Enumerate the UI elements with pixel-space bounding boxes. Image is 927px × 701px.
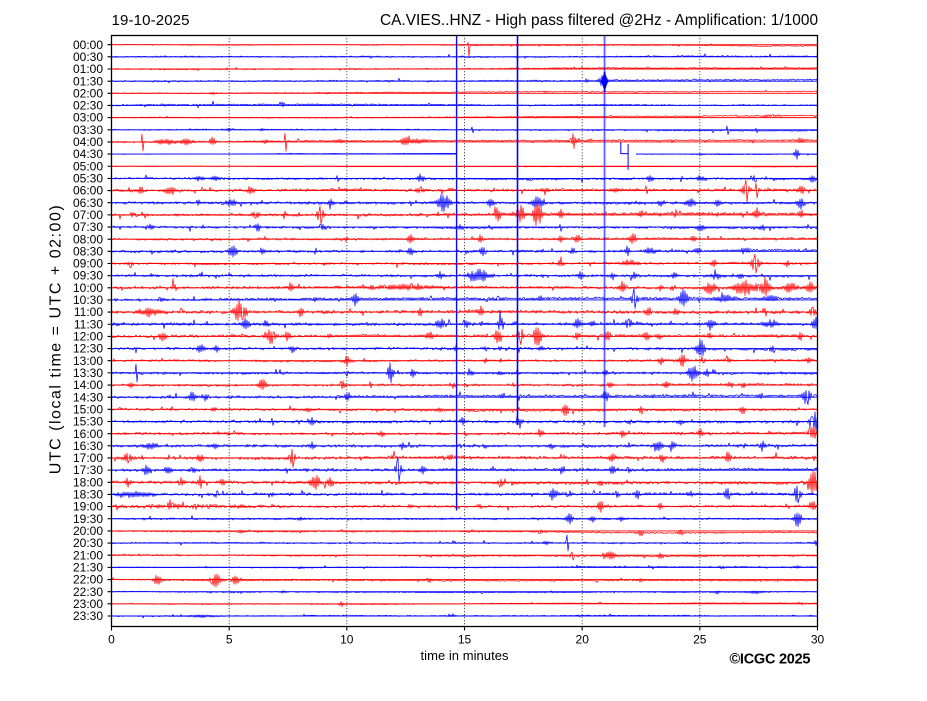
- svg-text:22:30: 22:30: [73, 585, 103, 599]
- svg-text:08:00: 08:00: [73, 232, 103, 246]
- svg-text:20:00: 20:00: [73, 524, 103, 538]
- svg-text:19:30: 19:30: [73, 512, 103, 526]
- svg-text:16:30: 16:30: [73, 439, 103, 453]
- svg-text:02:30: 02:30: [73, 99, 103, 113]
- svg-text:04:30: 04:30: [73, 147, 103, 161]
- svg-text:21:30: 21:30: [73, 561, 103, 575]
- svg-text:06:30: 06:30: [73, 196, 103, 210]
- svg-text:00:30: 00:30: [73, 50, 103, 64]
- svg-text:0: 0: [108, 633, 115, 647]
- svg-text:19-10-2025: 19-10-2025: [112, 12, 190, 29]
- svg-text:15: 15: [458, 633, 472, 647]
- svg-text:10: 10: [340, 633, 354, 647]
- svg-text:19:00: 19:00: [73, 500, 103, 514]
- svg-text:13:30: 13:30: [73, 366, 103, 380]
- svg-text:11:00: 11:00: [74, 305, 103, 319]
- svg-text:20: 20: [576, 633, 590, 647]
- svg-text:06:00: 06:00: [73, 184, 103, 198]
- svg-text:12:30: 12:30: [73, 342, 103, 356]
- svg-text:time in minutes: time in minutes: [421, 648, 510, 663]
- svg-text:01:30: 01:30: [73, 74, 103, 88]
- svg-text:03:30: 03:30: [73, 123, 103, 137]
- svg-text:07:00: 07:00: [73, 208, 103, 222]
- svg-text:00:00: 00:00: [73, 38, 103, 52]
- svg-text:05:30: 05:30: [73, 172, 103, 186]
- svg-text:11:30: 11:30: [74, 317, 103, 331]
- svg-text:04:00: 04:00: [73, 135, 103, 149]
- svg-text:23:00: 23:00: [73, 597, 103, 611]
- svg-text:01:00: 01:00: [73, 62, 103, 76]
- svg-text:17:30: 17:30: [73, 463, 103, 477]
- svg-text:UTC (local time = UTC + 02:00): UTC (local time = UTC + 02:00): [48, 205, 65, 474]
- svg-text:10:30: 10:30: [73, 293, 103, 307]
- svg-text:18:30: 18:30: [73, 488, 103, 502]
- svg-text:21:00: 21:00: [73, 548, 103, 562]
- svg-text:CA.VIES..HNZ - High pass filte: CA.VIES..HNZ - High pass filtered @2Hz -…: [380, 12, 818, 29]
- svg-text:17:00: 17:00: [73, 451, 103, 465]
- svg-text:22:00: 22:00: [73, 573, 103, 587]
- svg-text:09:30: 09:30: [73, 269, 103, 283]
- svg-text:12:00: 12:00: [73, 330, 103, 344]
- svg-text:©ICGC 2025: ©ICGC 2025: [730, 651, 811, 667]
- svg-text:07:30: 07:30: [73, 220, 103, 234]
- svg-text:23:30: 23:30: [73, 609, 103, 623]
- svg-text:15:30: 15:30: [73, 415, 103, 429]
- svg-text:25: 25: [693, 633, 707, 647]
- svg-text:13:00: 13:00: [73, 354, 103, 368]
- svg-text:18:00: 18:00: [73, 475, 103, 489]
- svg-text:20:30: 20:30: [73, 536, 103, 550]
- svg-text:03:00: 03:00: [73, 111, 103, 125]
- svg-text:5: 5: [226, 633, 233, 647]
- svg-text:02:00: 02:00: [73, 86, 103, 100]
- svg-text:30: 30: [811, 633, 825, 647]
- svg-text:08:30: 08:30: [73, 244, 103, 258]
- svg-text:14:00: 14:00: [73, 378, 103, 392]
- svg-text:16:00: 16:00: [73, 427, 103, 441]
- svg-text:15:00: 15:00: [73, 402, 103, 416]
- svg-text:14:30: 14:30: [73, 390, 103, 404]
- svg-text:10:00: 10:00: [73, 281, 103, 295]
- svg-text:09:00: 09:00: [73, 257, 103, 271]
- svg-text:05:00: 05:00: [73, 159, 103, 173]
